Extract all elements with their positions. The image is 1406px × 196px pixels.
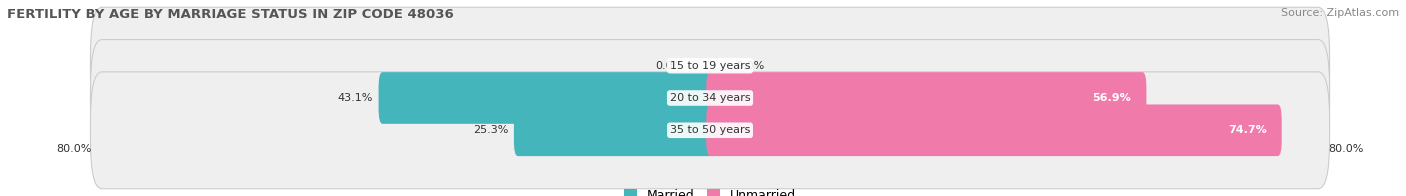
Text: 43.1%: 43.1% [337, 93, 373, 103]
FancyBboxPatch shape [90, 7, 1330, 124]
Text: 80.0%: 80.0% [56, 144, 91, 154]
Text: FERTILITY BY AGE BY MARRIAGE STATUS IN ZIP CODE 48036: FERTILITY BY AGE BY MARRIAGE STATUS IN Z… [7, 8, 454, 21]
FancyBboxPatch shape [706, 72, 1146, 124]
FancyBboxPatch shape [378, 72, 714, 124]
Text: 15 to 19 years: 15 to 19 years [669, 61, 751, 71]
Text: 20 to 34 years: 20 to 34 years [669, 93, 751, 103]
FancyBboxPatch shape [90, 72, 1330, 189]
Text: Source: ZipAtlas.com: Source: ZipAtlas.com [1281, 8, 1399, 18]
Text: 25.3%: 25.3% [474, 125, 509, 135]
Legend: Married, Unmarried: Married, Unmarried [619, 184, 801, 196]
FancyBboxPatch shape [706, 104, 1282, 156]
FancyBboxPatch shape [90, 40, 1330, 156]
Text: 74.7%: 74.7% [1227, 125, 1267, 135]
Text: 56.9%: 56.9% [1092, 93, 1132, 103]
FancyBboxPatch shape [515, 104, 714, 156]
Text: 35 to 50 years: 35 to 50 years [669, 125, 751, 135]
Text: 80.0%: 80.0% [1329, 144, 1364, 154]
Text: 0.0%: 0.0% [737, 61, 765, 71]
Text: 0.0%: 0.0% [655, 61, 683, 71]
